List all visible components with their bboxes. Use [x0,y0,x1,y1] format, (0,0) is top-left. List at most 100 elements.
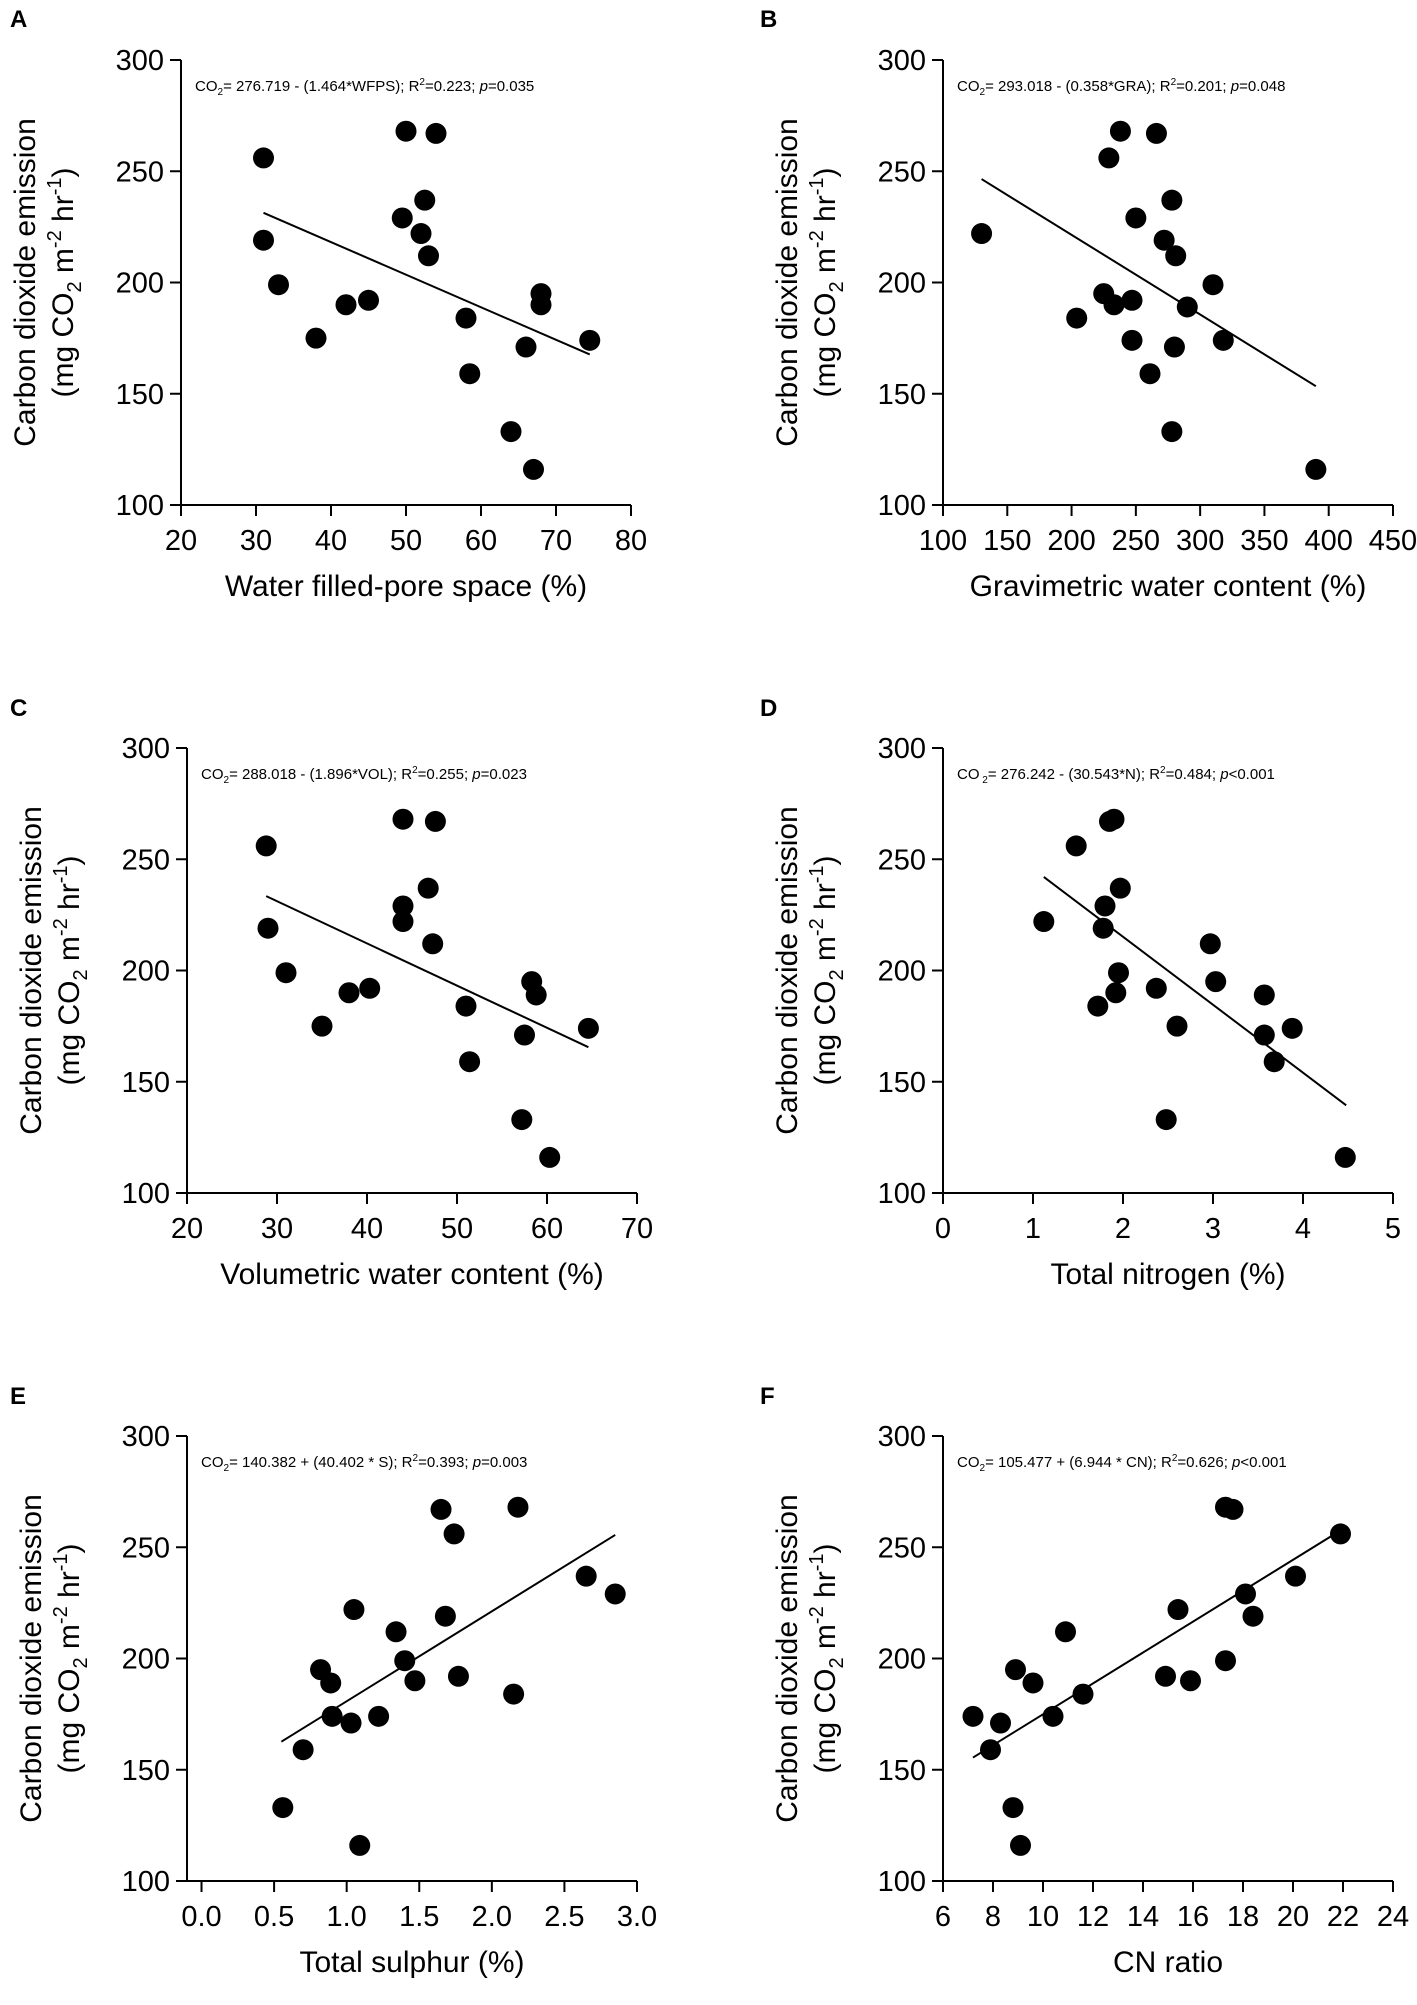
y-tick-label: 250 [878,156,926,188]
y-axis-label-line2: (mg CO2 m-2 hr-1) [806,1543,848,1773]
data-point [359,977,381,999]
data-point [1094,895,1116,917]
data-point [1010,1834,1031,1856]
x-axis-label: Total sulphur (%) [299,1946,524,1979]
data-point [1166,1015,1188,1037]
data-point [514,1024,535,1046]
y-axis-label-line1: Carbon dioxide emission [9,118,42,447]
data-point [1334,1146,1356,1168]
data-point [395,120,417,142]
chart-panel-f: F 100 150 200 250 300 6 8 10 12 14 16 18 20 22 24 CN rat… [760,1383,1409,1979]
y-tick-label: 200 [878,956,926,988]
data-point [1055,1621,1076,1643]
y-tick-label: 100 [878,1178,926,1210]
x-tick-label: 50 [390,525,422,557]
x-tick-label: 70 [540,525,572,557]
y-tick-label: 200 [122,1644,170,1676]
y-axis-label-line2: (mg CO2 m-2 hr-1) [806,855,848,1085]
data-point [1121,289,1143,311]
data-point [1176,296,1198,318]
data-point [971,223,993,245]
data-point [1139,363,1161,385]
data-point [1285,1565,1306,1587]
y-axis-label-line1: Carbon dioxide emission [15,806,48,1135]
x-tick-label: 2.0 [472,1901,512,1933]
x-tick-label: 70 [621,1213,653,1245]
data-point [1215,1650,1236,1672]
data-point [335,294,357,316]
data-point [1281,1017,1303,1039]
data-point [990,1712,1011,1734]
x-tick-label: 14 [1127,1901,1159,1933]
data-point [1033,911,1055,933]
x-tick-label: 60 [531,1213,563,1245]
y-tick-label: 200 [878,1644,926,1676]
data-point [1155,1109,1177,1131]
data-point [320,1672,342,1694]
y-tick-label: 300 [878,45,926,77]
chart-panel-b: B 100 150 200 250 300 100 150 200 250 300 350 400 450… [760,6,1417,603]
chart-panel-d: D 100 150 200 250 300 0 1 2 3 4 5 Total nitrogen (%)… [760,695,1401,1291]
data-point [523,458,544,480]
y-tick-label: 150 [116,379,164,411]
x-tick-label: 350 [1240,525,1288,557]
data-point [1235,1583,1256,1605]
x-tick-label: 300 [1176,525,1224,557]
x-tick-label: 0.5 [254,1901,294,1933]
y-tick-label: 300 [878,733,926,765]
data-point [358,289,379,311]
x-tick-label: 3.0 [617,1901,657,1933]
y-tick-label: 100 [878,490,926,522]
regression-equation: CO2= 140.382 + (40.402 * S); R2=0.393; p… [201,1453,527,1474]
x-tick-label: 100 [919,525,967,557]
data-point [1155,1665,1176,1687]
data-point [1109,120,1131,142]
regression-equation: CO 2= 276.242 - (30.543*N); R2=0.484; p<… [957,765,1275,786]
y-tick-label: 100 [122,1178,170,1210]
data-point [525,984,547,1006]
data-point [577,1017,599,1039]
data-point [1212,329,1234,351]
y-tick-label: 150 [878,379,926,411]
data-point [1167,1599,1189,1621]
data-point [1199,933,1221,955]
data-point [1087,995,1109,1017]
x-tick-label: 18 [1227,1901,1259,1933]
data-point [338,982,360,1004]
data-point [340,1712,362,1734]
x-tick-label: 2 [1115,1213,1131,1245]
data-point [511,1109,533,1131]
regression-line [1043,876,1347,1107]
y-axis-label-line1: Carbon dioxide emission [771,1494,804,1823]
data-point [1002,1797,1024,1819]
data-point [349,1834,371,1856]
x-tick-label: 450 [1369,525,1417,557]
data-point [443,1523,465,1545]
data-point [1165,245,1187,267]
x-tick-label: 20 [171,1213,203,1245]
y-axis-label-line2: (mg CO2 m-2 hr-1) [806,167,848,397]
data-point [1065,835,1087,857]
data-point [455,995,477,1017]
data-point [255,835,277,857]
x-tick-label: 250 [1112,525,1160,557]
data-point [422,933,444,955]
x-tick-label: 20 [165,525,197,557]
data-point [385,1621,407,1643]
regression-line [981,178,1317,388]
y-axis-label-line2: (mg CO2 m-2 hr-1) [44,167,86,397]
y-tick-label: 100 [122,1866,170,1898]
x-tick-label: 40 [315,525,347,557]
data-point [1163,336,1185,358]
data-point [1253,984,1275,1006]
data-point [1145,977,1167,999]
data-point [1145,122,1167,144]
x-axis-label: Total nitrogen (%) [1050,1258,1285,1291]
y-tick-label: 100 [116,490,164,522]
y-tick-label: 250 [878,1532,926,1564]
data-point [425,122,447,144]
x-tick-label: 60 [465,525,497,557]
data-point [1222,1498,1244,1520]
data-point [579,329,601,351]
y-tick-label: 100 [878,1866,926,1898]
